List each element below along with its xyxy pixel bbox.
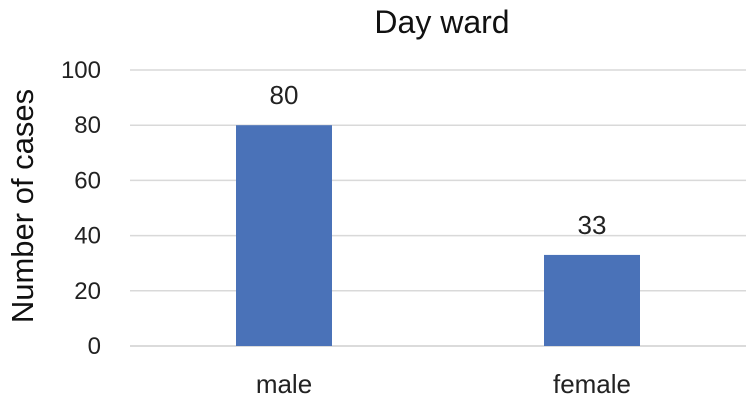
- y-tick-label: 100: [61, 57, 101, 84]
- x-category-label-female: female: [553, 369, 631, 399]
- x-category-label-male: male: [256, 369, 312, 399]
- y-tick-label: 0: [88, 333, 101, 360]
- data-labels: 80 33: [270, 80, 607, 240]
- chart-title: Day ward: [374, 4, 509, 40]
- x-axis-categories: male female: [256, 369, 631, 399]
- bars: [236, 125, 640, 346]
- y-axis-ticks: 0 20 40 60 80 100: [61, 57, 101, 360]
- bar-male: [236, 125, 332, 346]
- bar-female: [544, 254, 640, 346]
- data-label-female: 33: [578, 210, 607, 240]
- y-tick-label: 60: [74, 167, 101, 194]
- gridlines: [130, 69, 746, 347]
- y-tick-label: 20: [74, 278, 101, 305]
- y-tick-label: 80: [74, 112, 101, 139]
- y-tick-label: 40: [74, 223, 101, 250]
- y-axis-label: Number of cases: [5, 89, 40, 323]
- data-label-male: 80: [270, 80, 299, 110]
